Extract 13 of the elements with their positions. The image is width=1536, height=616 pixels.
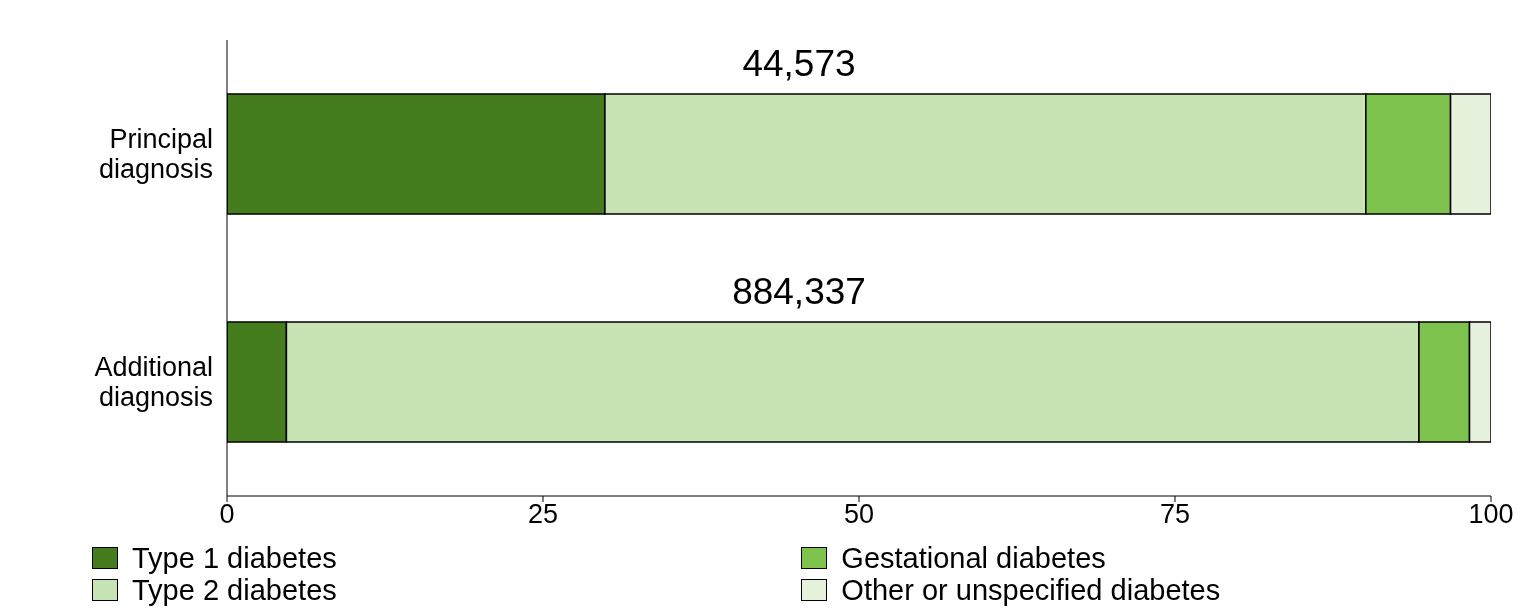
annotation: 884,337 <box>732 271 866 312</box>
legend-label: Type 1 diabetes <box>132 541 337 575</box>
x-tick-label: 25 <box>527 499 559 530</box>
legend-label: Gestational diabetes <box>841 541 1106 575</box>
x-tick-label: 100 <box>1468 499 1514 530</box>
legend-label: Other or unspecified diabetes <box>841 573 1221 607</box>
x-tick-label: 0 <box>219 499 235 530</box>
y-tick-label: Additional diagnosis <box>94 352 213 412</box>
x-tick-label: 50 <box>843 499 875 530</box>
legend-label: Type 2 diabetes <box>132 573 337 607</box>
y-tick-label: Principal diagnosis <box>98 124 213 184</box>
annotation: 44,573 <box>742 43 856 84</box>
x-tick-label: 75 <box>1159 499 1191 530</box>
